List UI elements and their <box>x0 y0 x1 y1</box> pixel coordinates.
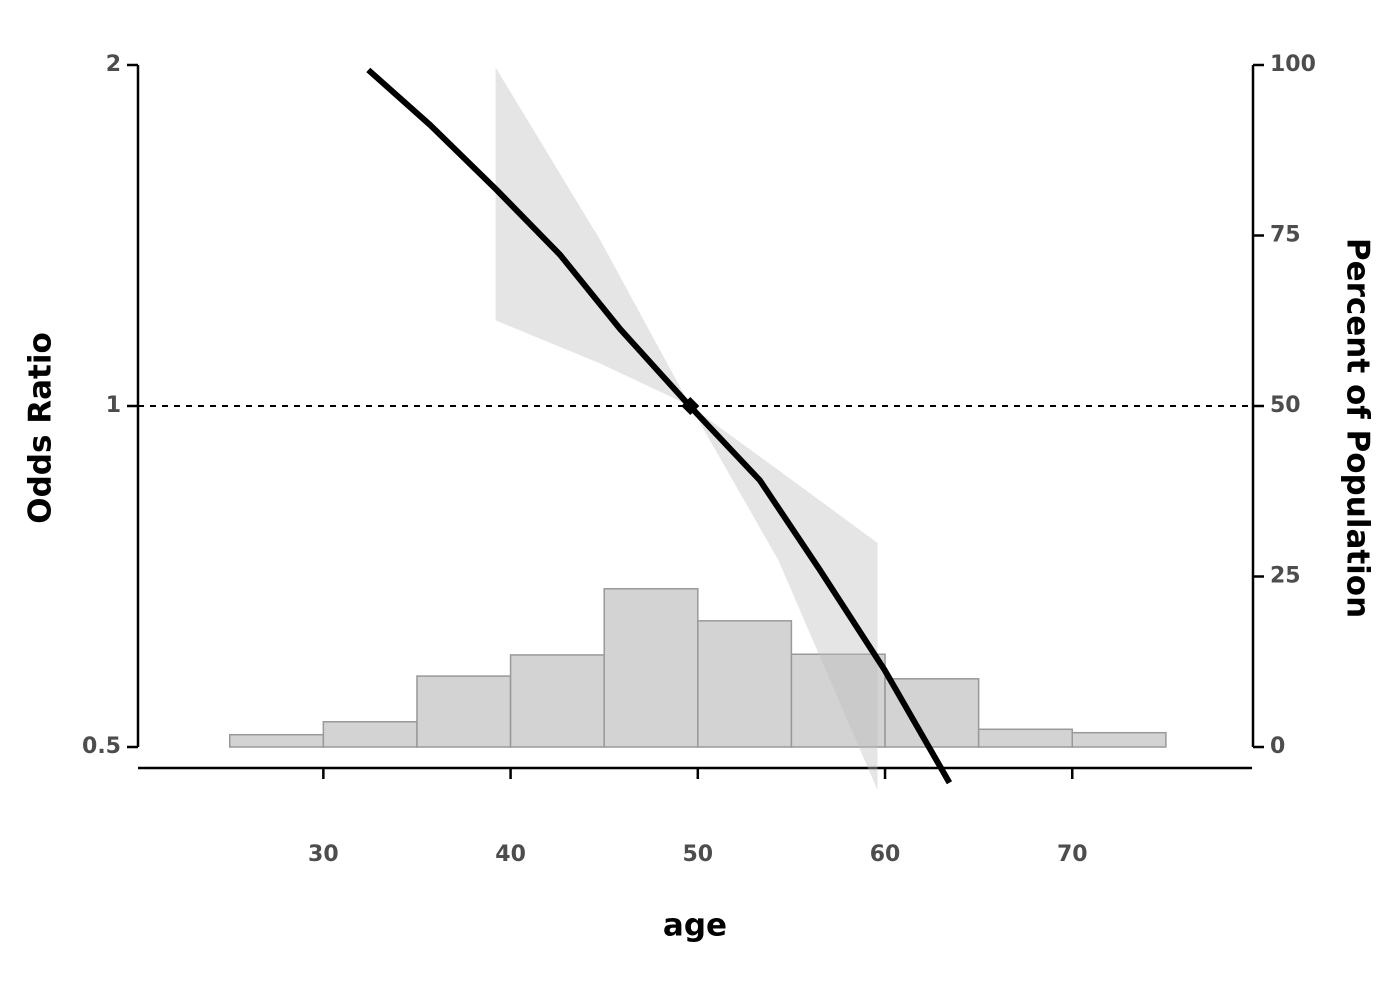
histogram-bar <box>697 620 793 748</box>
x-axis-title: age <box>663 908 727 944</box>
reference-point <box>681 397 700 415</box>
line <box>366 67 953 785</box>
confidence-band <box>495 67 878 791</box>
histogram-bar <box>884 678 980 748</box>
x-tick-label: 50 <box>682 842 713 867</box>
histogram-bar <box>977 728 1074 748</box>
histogram-bar <box>603 588 699 748</box>
x-tick-label: 30 <box>308 842 339 867</box>
histogram-bar <box>322 721 418 748</box>
y-tick-label: 0.5 <box>82 734 121 759</box>
y-tick-label: 1 <box>106 393 121 418</box>
y-tick-label: 2 <box>106 52 121 77</box>
x-tick-label: 40 <box>495 842 526 867</box>
y2-tick-label: 100 <box>1270 52 1316 77</box>
x-tick-label: 60 <box>870 842 901 867</box>
histogram-bar <box>509 654 605 748</box>
histogram-bar <box>790 653 886 748</box>
y2-tick-label: 50 <box>1270 393 1301 418</box>
x-tick-label: 70 <box>1057 842 1088 867</box>
y-axis-title: Odds Ratio <box>23 332 59 524</box>
y2-tick-label: 75 <box>1270 223 1301 248</box>
histogram-bar <box>416 675 512 748</box>
y2-axis-title: Percent of Population <box>1340 238 1376 618</box>
y2-tick-label: 0 <box>1270 734 1285 759</box>
histogram-bar <box>228 733 325 748</box>
y2-tick-label: 25 <box>1270 564 1301 589</box>
histogram-bar <box>1071 731 1167 748</box>
